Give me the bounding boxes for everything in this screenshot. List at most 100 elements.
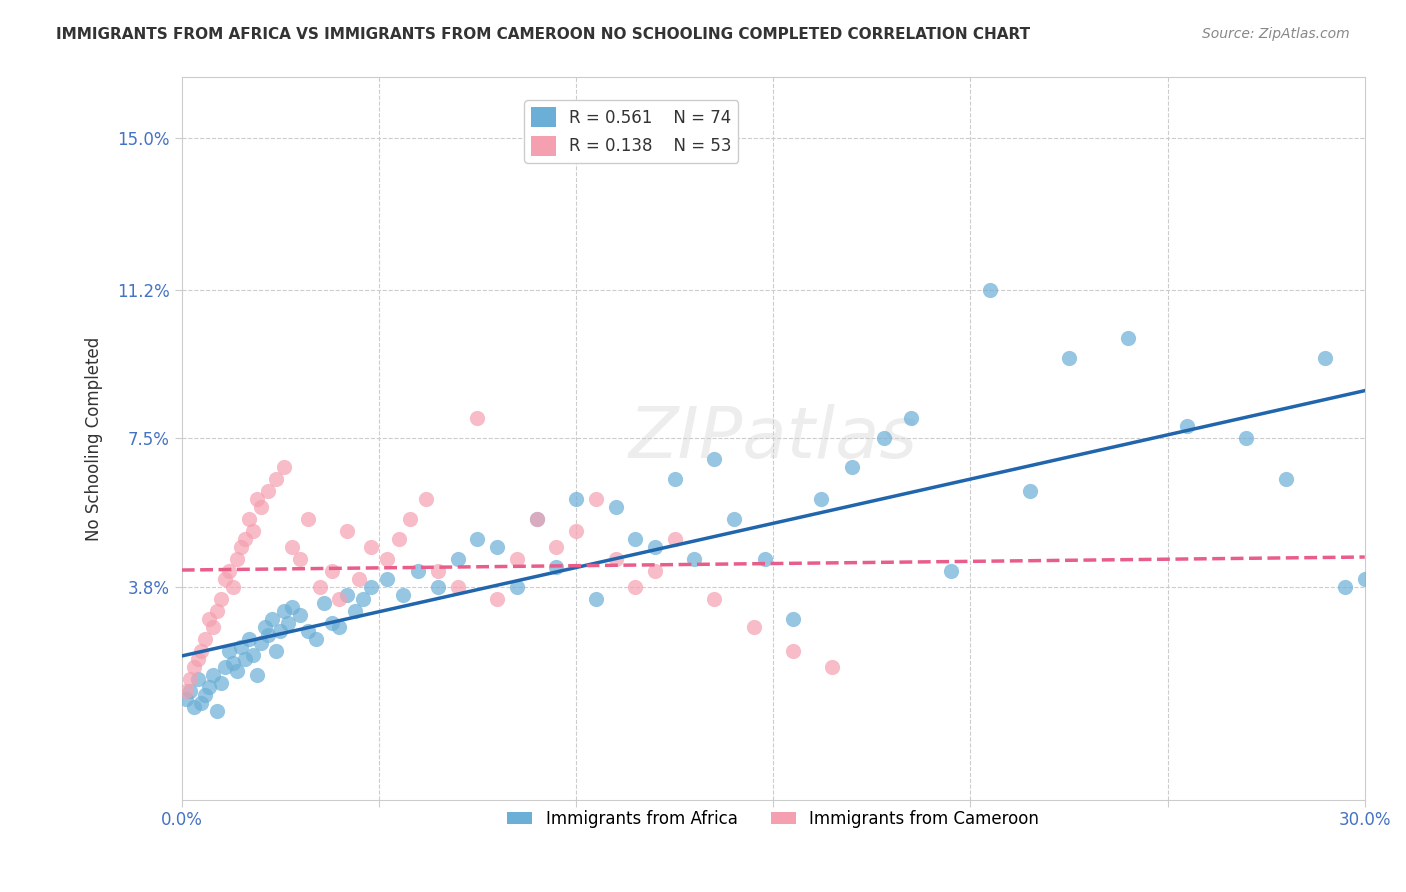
Point — [202, 668, 225, 682]
Point — [486, 540, 509, 554]
Point — [664, 472, 686, 486]
Point — [900, 411, 922, 425]
Point — [427, 580, 450, 594]
Point — [703, 591, 725, 606]
Point — [253, 620, 276, 634]
Point — [273, 459, 295, 474]
Point — [328, 620, 350, 634]
Point — [266, 644, 288, 658]
Point — [399, 512, 422, 526]
Point — [347, 572, 370, 586]
Point — [269, 624, 291, 638]
Point — [683, 551, 706, 566]
Point — [198, 680, 221, 694]
Point — [194, 688, 217, 702]
Point — [209, 676, 232, 690]
Point — [190, 644, 212, 658]
Point — [526, 512, 548, 526]
Point — [257, 628, 280, 642]
Point — [644, 564, 666, 578]
Point — [179, 672, 201, 686]
Point — [375, 551, 398, 566]
Y-axis label: No Schooling Completed: No Schooling Completed — [86, 336, 103, 541]
Point — [238, 632, 260, 646]
Point — [209, 591, 232, 606]
Point — [336, 524, 359, 538]
Point — [288, 607, 311, 622]
Point — [1057, 351, 1080, 366]
Point — [321, 615, 343, 630]
Point — [723, 512, 745, 526]
Point — [186, 672, 208, 686]
Point — [183, 660, 205, 674]
Point — [222, 656, 245, 670]
Text: IMMIGRANTS FROM AFRICA VS IMMIGRANTS FROM CAMEROON NO SCHOOLING COMPLETED CORREL: IMMIGRANTS FROM AFRICA VS IMMIGRANTS FRO… — [56, 27, 1031, 42]
Point — [218, 644, 240, 658]
Point — [242, 648, 264, 662]
Point — [305, 632, 328, 646]
Point — [447, 580, 470, 594]
Point — [226, 664, 249, 678]
Point — [281, 599, 304, 614]
Point — [183, 700, 205, 714]
Point — [214, 572, 236, 586]
Point — [246, 491, 269, 506]
Point — [565, 491, 588, 506]
Point — [782, 612, 804, 626]
Point — [229, 640, 252, 654]
Point — [360, 540, 382, 554]
Point — [703, 451, 725, 466]
Point — [644, 540, 666, 554]
Point — [297, 624, 319, 638]
Point — [246, 668, 269, 682]
Point — [391, 588, 413, 602]
Point — [1334, 580, 1357, 594]
Point — [754, 551, 776, 566]
Point — [821, 660, 844, 674]
Point — [585, 591, 607, 606]
Legend: Immigrants from Africa, Immigrants from Cameroon: Immigrants from Africa, Immigrants from … — [501, 803, 1046, 835]
Point — [1275, 472, 1298, 486]
Point — [328, 591, 350, 606]
Point — [186, 652, 208, 666]
Point — [506, 580, 529, 594]
Point — [277, 615, 299, 630]
Point — [546, 559, 568, 574]
Point — [266, 472, 288, 486]
Point — [1315, 351, 1337, 366]
Point — [782, 644, 804, 658]
Point — [249, 500, 271, 514]
Point — [506, 551, 529, 566]
Point — [415, 491, 437, 506]
Point — [585, 491, 607, 506]
Point — [1018, 483, 1040, 498]
Point — [242, 524, 264, 538]
Point — [226, 551, 249, 566]
Point — [664, 532, 686, 546]
Point — [1354, 572, 1376, 586]
Point — [352, 591, 374, 606]
Point — [1116, 331, 1139, 345]
Point — [229, 540, 252, 554]
Point — [388, 532, 411, 546]
Point — [939, 564, 962, 578]
Point — [427, 564, 450, 578]
Point — [179, 684, 201, 698]
Point — [605, 551, 627, 566]
Point — [321, 564, 343, 578]
Point — [742, 620, 765, 634]
Point — [308, 580, 330, 594]
Point — [565, 524, 588, 538]
Point — [202, 620, 225, 634]
Point — [546, 540, 568, 554]
Point — [447, 551, 470, 566]
Point — [207, 604, 229, 618]
Point — [312, 596, 335, 610]
Point — [238, 512, 260, 526]
Point — [605, 500, 627, 514]
Point — [174, 684, 197, 698]
Point — [624, 580, 647, 594]
Point — [190, 696, 212, 710]
Point — [624, 532, 647, 546]
Point — [288, 551, 311, 566]
